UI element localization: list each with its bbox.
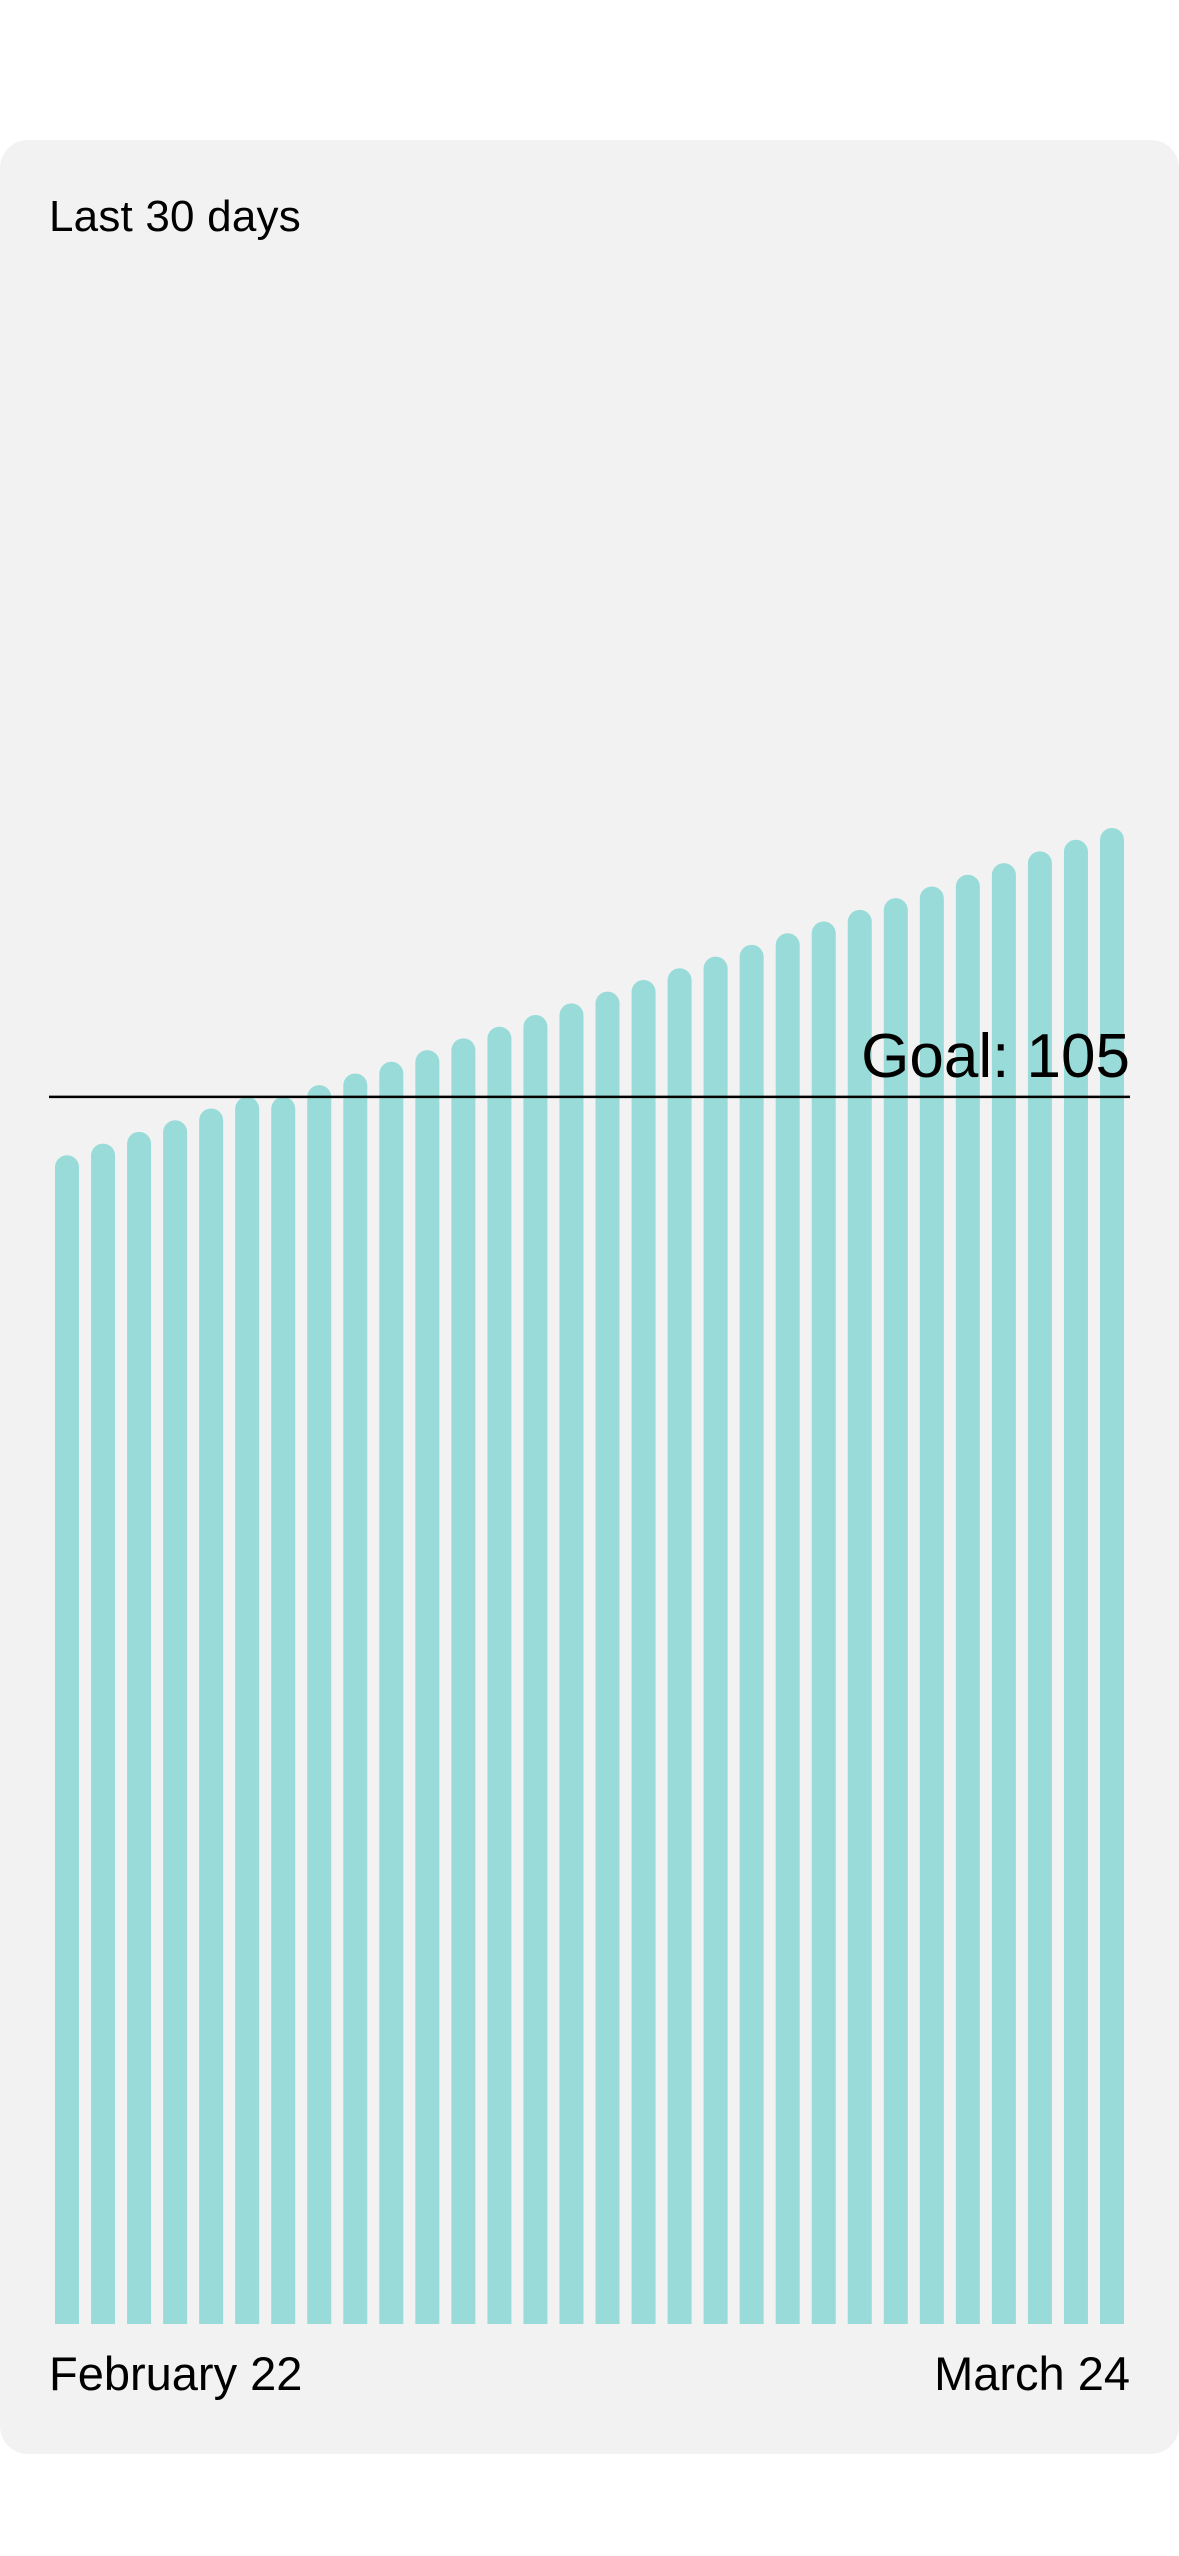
bars-group — [55, 828, 1124, 2325]
bar-day-6 — [235, 1096, 260, 2324]
bar-day-25 — [919, 886, 944, 2325]
bar-day-10 — [379, 1061, 404, 2324]
bar-day-19 — [703, 956, 728, 2325]
bar-day-12 — [451, 1038, 476, 2324]
bar-day-18 — [667, 968, 692, 2324]
bar-day-28 — [1027, 851, 1052, 2325]
bar-day-5 — [199, 1108, 224, 2324]
bar-day-22 — [811, 921, 836, 2325]
bar-day-2 — [91, 1143, 116, 2324]
bar-day-27 — [991, 863, 1016, 2324]
x-axis-start-label: February 22 — [49, 2347, 303, 2400]
bar-day-26 — [955, 874, 980, 2324]
bar-day-9 — [343, 1073, 368, 2324]
x-axis-end-label: March 24 — [934, 2347, 1130, 2400]
card-title: Last 30 days — [49, 192, 301, 241]
chart-card — [0, 140, 1179, 2454]
goal-label: Goal: 105 — [861, 1022, 1130, 1091]
bar-day-24 — [883, 898, 908, 2324]
bar-day-13 — [487, 1026, 512, 2324]
bar-day-17 — [631, 979, 656, 2324]
bar-day-7 — [271, 1096, 296, 2324]
bar-day-3 — [127, 1131, 152, 2324]
bar-day-15 — [559, 1003, 584, 2324]
bar-day-20 — [739, 944, 764, 2324]
bar-day-11 — [415, 1050, 440, 2324]
bar-day-1 — [55, 1155, 80, 2324]
bar-day-8 — [307, 1085, 332, 2324]
bar-day-23 — [847, 909, 872, 2324]
bar-day-16 — [595, 991, 620, 2325]
bar-day-14 — [523, 1015, 548, 2324]
bar-day-29 — [1063, 839, 1088, 2324]
bar-day-4 — [163, 1120, 188, 2324]
bar-day-21 — [775, 933, 800, 2324]
bar-day-30 — [1099, 828, 1124, 2324]
